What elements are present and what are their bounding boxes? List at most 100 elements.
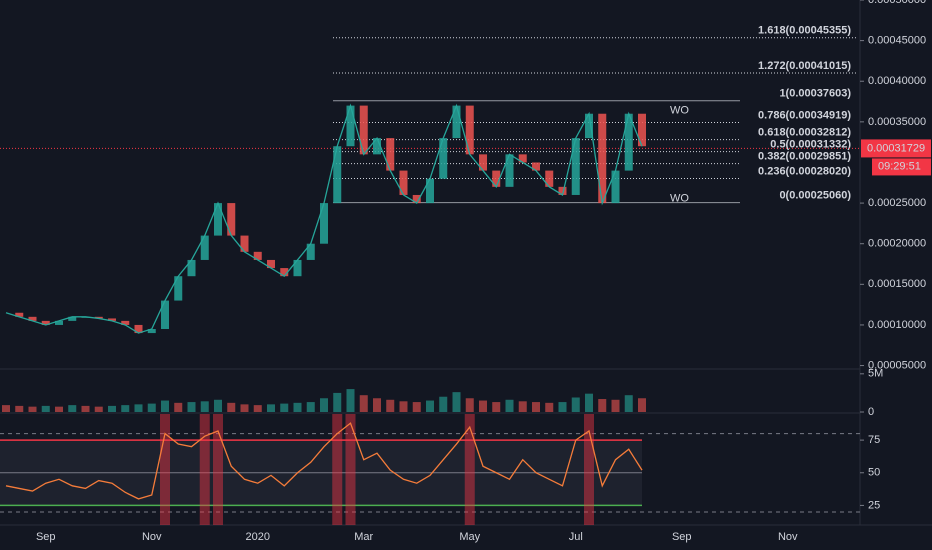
volume-bar	[465, 398, 474, 412]
candle	[558, 186, 567, 195]
x-tick-label: Jul	[569, 531, 583, 543]
volume-bar	[518, 401, 527, 412]
fib-label: 1.272(0.00041015)	[758, 60, 851, 72]
x-tick-label: Sep	[672, 531, 692, 543]
candle	[505, 154, 514, 187]
candle	[280, 268, 289, 277]
candle	[399, 170, 408, 195]
wo-marker: WO	[670, 104, 689, 116]
y-tick-label: 0.00020000	[868, 238, 926, 250]
candle	[15, 312, 24, 317]
x-tick-label: 2020	[246, 531, 270, 543]
volume-bar	[134, 404, 143, 412]
candle	[68, 316, 77, 321]
candle	[346, 105, 355, 147]
volume-bar	[240, 404, 249, 412]
volume-bar	[214, 399, 222, 412]
volume-bar	[306, 402, 315, 412]
x-tick-label: Mar	[354, 531, 373, 543]
volume-bar	[81, 405, 90, 412]
x-tick-label: Sep	[36, 531, 56, 543]
volume-bar	[346, 389, 355, 412]
volume-bar	[624, 395, 633, 412]
candle	[41, 320, 50, 325]
candle	[492, 170, 501, 187]
candle	[147, 329, 156, 334]
x-tick-label: Nov	[142, 531, 162, 543]
wo-marker: WO	[670, 193, 689, 205]
candle	[227, 203, 236, 236]
volume-bar	[598, 399, 607, 412]
fib-label: 0(0.00025060)	[779, 190, 851, 202]
volume-bar	[399, 401, 408, 412]
volume-bar	[492, 402, 501, 412]
candle	[28, 316, 37, 321]
fib-label: 0.618(0.00032812)	[758, 127, 851, 139]
overbought-highlight	[345, 414, 356, 525]
volume-bar	[439, 396, 448, 412]
volume-bar	[505, 399, 514, 412]
volume-bar	[532, 402, 540, 412]
x-tick-label: May	[459, 531, 480, 543]
candle	[214, 203, 222, 236]
volume-bar	[15, 405, 24, 412]
overbought-highlight	[464, 414, 475, 525]
volume-bar	[28, 406, 37, 412]
overbought-highlight	[160, 414, 170, 525]
candle	[611, 170, 620, 204]
volume-bar	[545, 402, 554, 412]
candle	[518, 154, 527, 163]
candle	[306, 243, 315, 260]
candle	[253, 251, 262, 260]
candle	[320, 203, 328, 244]
volume-bar	[121, 405, 130, 412]
y-tick-label: 0.00005000	[868, 359, 926, 371]
volume-bar	[558, 402, 567, 412]
candle	[161, 300, 169, 330]
candle	[55, 320, 63, 325]
candle	[532, 162, 540, 171]
volume-bar	[452, 392, 461, 412]
candle	[121, 320, 130, 325]
candle	[452, 105, 461, 139]
volume-bar	[174, 402, 183, 412]
fib-label: 0.5(0.00031332)	[770, 139, 851, 151]
y-tick-label: 0.00010000	[868, 319, 926, 331]
volume-bar	[479, 400, 487, 412]
y-tick-label: 0.00035000	[868, 116, 926, 128]
volume-bar	[412, 402, 421, 412]
y-tick-label: 0.00025000	[868, 197, 926, 209]
volume-bar	[267, 404, 275, 412]
y-tick-label: 0	[868, 406, 874, 418]
volume-bar	[611, 399, 620, 412]
candle	[545, 170, 554, 187]
volume-bar	[68, 405, 77, 412]
countdown-tag	[872, 158, 931, 176]
volume-bar	[293, 402, 302, 412]
candle	[439, 138, 448, 179]
series-line	[5, 103, 643, 334]
volume-bar	[426, 400, 434, 412]
candle	[373, 138, 381, 155]
fib-label: 0.382(0.00029851)	[758, 151, 851, 163]
volume-bar	[386, 399, 395, 412]
candle	[94, 316, 103, 319]
volume-bar	[55, 406, 63, 412]
y-tick-label: 5M	[868, 368, 883, 380]
candle	[412, 194, 421, 204]
candle	[426, 178, 434, 204]
fib-label: 0.236(0.00028020)	[758, 165, 851, 177]
fib-label: 1.618(0.00045355)	[758, 25, 851, 37]
candle	[479, 154, 487, 171]
overbought-highlight	[199, 414, 210, 525]
price-tag-label: 0.00031729	[867, 142, 925, 154]
volume-bar	[373, 398, 381, 412]
candle	[174, 276, 183, 301]
volume-bar	[200, 401, 209, 412]
volume-bar	[108, 405, 116, 412]
volume-bar	[585, 393, 593, 412]
volume-bar	[253, 405, 262, 412]
y-tick-label: 25	[868, 499, 880, 511]
